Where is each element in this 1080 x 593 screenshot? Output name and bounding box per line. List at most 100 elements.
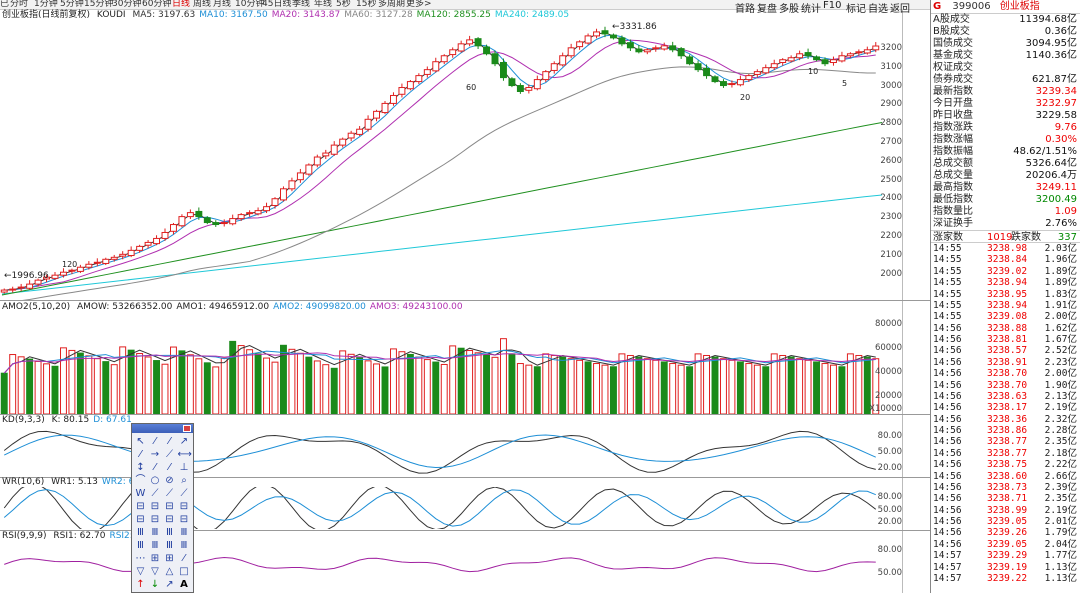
drawing-tool-icon[interactable]: ⟋ [166, 488, 173, 499]
period-tab[interactable]: 更多> [406, 0, 432, 9]
drawing-tool-icon[interactable]: ⌒ [135, 475, 146, 486]
drawing-tool-icon[interactable]: A [180, 579, 188, 590]
toolbar-button[interactable]: 复盘 [757, 4, 777, 15]
toolbar-button[interactable]: 首路 [735, 4, 755, 15]
drawing-tool-icon[interactable]: ⊟ [136, 501, 145, 512]
drawing-tool-icon[interactable]: ⊟ [179, 514, 189, 525]
close-icon[interactable] [183, 425, 191, 432]
drawing-tool-icon[interactable]: ⟋ [180, 488, 188, 499]
period-tab[interactable]: 30分钟 [112, 0, 142, 9]
candle-body [796, 53, 804, 59]
drawing-tool-icon[interactable]: ↑ [136, 579, 145, 590]
volume-bar [601, 364, 609, 414]
drawing-tool-icon[interactable]: ⁄ [154, 462, 156, 473]
period-tab[interactable]: 1分钟 [34, 0, 58, 9]
period-tab[interactable]: 日线 [172, 0, 191, 9]
drawing-tool-icon[interactable]: ⁄ [168, 436, 171, 447]
period-tab[interactable]: 60分钟 [142, 0, 172, 9]
tick-row: 14:56 3238.63 2.13亿 [931, 391, 1080, 402]
drawing-tool-icon[interactable]: ↕ [136, 462, 145, 473]
candle-body [457, 43, 465, 52]
drawing-tool-icon[interactable]: ⊟ [165, 514, 174, 525]
period-tab[interactable]: 已 [0, 0, 10, 9]
decline-count: 337 [1057, 232, 1077, 243]
tick-row: 14:57 3239.22 1.13亿 [931, 573, 1080, 584]
period-tab[interactable]: 5秒 [336, 0, 351, 9]
drawing-tool-icon[interactable]: ▽ [136, 566, 145, 577]
tick-time: 14:55 [933, 288, 962, 300]
tick-row: 14:56 3239.05 2.04亿 [931, 539, 1080, 550]
toolbar-button[interactable]: 标记 [846, 4, 866, 15]
drawing-tool-icon[interactable]: → [150, 449, 160, 460]
volume-tick-label: 80000 [874, 319, 902, 329]
palette-titlebar[interactable] [132, 424, 193, 433]
drawing-tool-icon[interactable]: ⊟ [136, 514, 145, 525]
drawing-tool-icon[interactable]: ⊟ [150, 501, 160, 512]
drawing-tool-icon[interactable]: ↗ [165, 579, 174, 590]
drawing-tool-icon[interactable]: Ⅲ [180, 540, 188, 551]
drawing-tool-icon[interactable]: ⌕ [181, 475, 187, 486]
toolbar-button[interactable]: 多股 [779, 4, 799, 15]
drawing-tool-icon[interactable]: Ⅲ [151, 527, 159, 538]
drawing-tool-icon[interactable]: □ [179, 566, 189, 577]
volume-chart[interactable] [0, 312, 902, 414]
drawing-tool-icon[interactable]: ⊥ [179, 462, 189, 473]
period-tab[interactable]: 多周期 [378, 0, 406, 9]
drawing-tool-icon[interactable]: Ⅲ [137, 527, 144, 538]
period-tab[interactable]: 15秒 [356, 0, 377, 9]
drawing-tool-icon[interactable]: ↓ [150, 579, 160, 590]
toolbar-button[interactable]: 返回 [890, 4, 910, 15]
tick-amount: 2.18亿 [1044, 447, 1077, 459]
drawing-tool-icon[interactable]: Ⅲ [137, 540, 144, 551]
ma20-line [4, 39, 876, 291]
period-tab[interactable]: 5分钟 [60, 0, 84, 9]
period-tab[interactable]: 季线 [292, 0, 311, 9]
period-tab[interactable]: 分时 [10, 0, 29, 9]
period-tab[interactable]: 周线 [193, 0, 212, 9]
candlestick-chart[interactable]: ←3331.86 ←1996.96 60 20 120 10 5 [0, 22, 902, 300]
candle-body [347, 132, 355, 139]
drawing-tool-icon[interactable]: ⊟ [165, 501, 174, 512]
volume-bar [720, 358, 727, 414]
tick-price: 3238.95 [987, 288, 1028, 300]
quote-stat-row: A股成交 11394.68亿 [931, 14, 1080, 26]
period-tab[interactable]: 45日线 [262, 0, 292, 9]
tick-row: 14:56 3239.26 1.79亿 [931, 527, 1080, 538]
drawing-tool-icon[interactable]: ⟋ [166, 449, 173, 460]
drawing-tool-icon[interactable]: ⊘ [165, 475, 174, 486]
drawing-tool-icon[interactable]: W [135, 488, 146, 499]
drawing-tool-icon[interactable]: ⁄ [168, 462, 171, 473]
drawing-tool-icon[interactable]: Ⅲ [180, 527, 188, 538]
drawing-tool-icon[interactable]: Ⅲ [151, 540, 159, 551]
tick-price: 3238.94 [987, 277, 1028, 289]
drawing-tool-icon[interactable]: ○ [150, 475, 160, 486]
drawing-tool-icon[interactable]: Ⅲ [166, 540, 173, 551]
drawing-tool-icon[interactable]: ⟋ [151, 488, 159, 499]
toolbar-button[interactable]: 自选 [868, 4, 888, 15]
toolbar-button[interactable]: 统计 [801, 4, 821, 15]
drawing-tools-palette[interactable]: ↖ ⁄ ⁄ ↗ ⁄ → ⟋ ⟷ ↕ ⁄ ⁄ ⊥ ⌒ ○ ⊘ ⌕ W ⟋ ⟋ ⟋ ⊟ ⊟ ⊟ ⊟ ⊟ ⊟ ⊟ ⊟ Ⅲ Ⅲ Ⅲ Ⅲ Ⅲ Ⅲ Ⅲ Ⅲ ⋯ ⊞ ⊞ ⁄… [131, 423, 194, 593]
drawing-tool-icon[interactable]: ↖ [136, 436, 145, 447]
drawing-tool-icon[interactable]: ⊟ [150, 514, 160, 525]
candle-body [677, 48, 685, 57]
drawing-tool-icon[interactable]: ⊞ [150, 553, 160, 564]
tick-time: 14:56 [933, 402, 962, 414]
quote-stat-row: 昨日收盘 3229.58 [931, 110, 1080, 122]
drawing-tool-icon[interactable]: ⋯ [135, 553, 146, 564]
drawing-tool-icon[interactable]: ⁄ [154, 436, 156, 447]
drawing-tool-icon[interactable]: ↗ [179, 436, 189, 447]
drawing-tool-icon[interactable]: ⟷ [177, 449, 192, 460]
drawing-tool-icon[interactable]: ⊞ [165, 553, 174, 564]
drawing-tool-icon[interactable]: ⁄ [183, 553, 185, 564]
drawing-tool-icon[interactable]: △ [165, 566, 174, 577]
drawing-tool-icon[interactable]: ⁄ [139, 449, 142, 460]
drawing-tool-icon[interactable]: Ⅲ [166, 527, 173, 538]
period-tab[interactable]: 10分钟 [235, 0, 265, 9]
drawing-tool-icon[interactable]: ▽ [151, 566, 159, 577]
period-tab[interactable]: 15分钟 [84, 0, 114, 9]
drawing-tool-icon[interactable]: ⊟ [179, 501, 189, 512]
period-tab[interactable]: 月线 [213, 0, 232, 9]
candle-body [85, 263, 93, 268]
period-tab[interactable]: 年线 [314, 0, 333, 9]
toolbar-button[interactable]: F10 [823, 0, 842, 11]
